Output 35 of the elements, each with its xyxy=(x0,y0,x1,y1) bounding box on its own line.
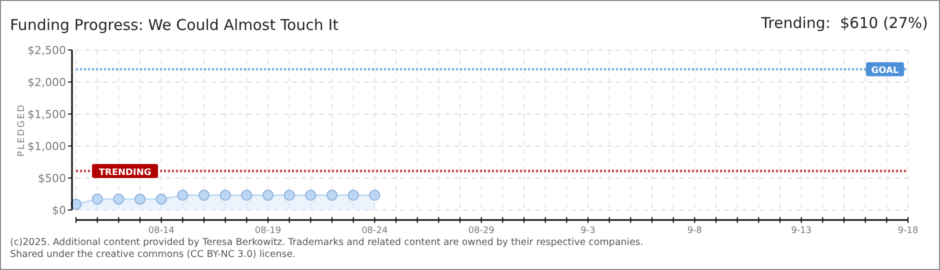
point xyxy=(134,194,146,205)
y-tick-label: $500 xyxy=(38,172,66,185)
ref-line-label: GOAL xyxy=(871,66,900,76)
point xyxy=(113,194,124,205)
point xyxy=(348,190,359,201)
y-axis-title: PLEDGED xyxy=(17,103,27,157)
y-tick-label: $2,500 xyxy=(28,44,66,57)
x-tick-label: 08-14 xyxy=(148,226,175,236)
x-tick-label: 08-29 xyxy=(468,226,495,236)
text: Shared under the creative commons (CC BY-NC 3.0) license. xyxy=(10,249,296,260)
chart-title: Funding Progress: We Could Almost Touch It xyxy=(10,16,339,34)
point xyxy=(369,190,380,201)
point xyxy=(326,190,338,201)
point xyxy=(241,190,252,201)
text: (c)2025. Additional content provided by Teresa Berkowitz. Trademarks and related content are owned by their respective companies. xyxy=(10,237,644,248)
y-tick-label: $1,500 xyxy=(28,108,66,121)
point xyxy=(92,194,103,205)
x-tick-label: 08-24 xyxy=(362,226,388,236)
point xyxy=(177,190,188,201)
x-tick-label: 9-18 xyxy=(898,226,918,236)
y-tick-label: $0 xyxy=(52,204,66,217)
ref-line-label: TRENDING xyxy=(98,168,152,178)
x-tick-label: 08-19 xyxy=(254,226,282,236)
y-tick-label: $1,000 xyxy=(28,140,66,153)
point xyxy=(305,190,316,201)
point xyxy=(262,190,274,201)
point xyxy=(284,190,295,201)
point xyxy=(220,190,231,201)
chart-subtitle: Trending: $610 (27%) xyxy=(760,14,928,32)
y-tick-label: $2,000 xyxy=(28,76,66,89)
x-tick-label: 9-13 xyxy=(791,226,812,236)
x-tick-label: 9-8 xyxy=(687,226,702,236)
point xyxy=(156,194,167,205)
point xyxy=(198,190,210,201)
x-tick-label: 9-3 xyxy=(580,226,596,236)
